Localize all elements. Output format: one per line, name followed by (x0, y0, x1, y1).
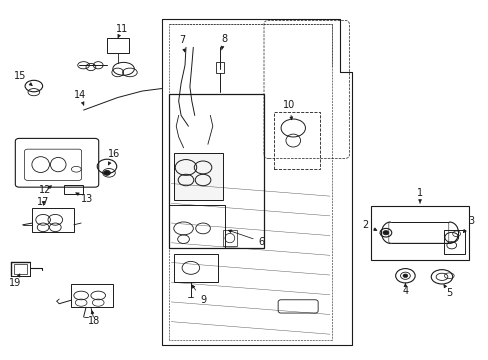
Text: 19: 19 (9, 274, 21, 288)
Bar (273, 112, 320, 169)
Text: 11: 11 (115, 24, 127, 37)
Bar (173, 253, 217, 282)
Ellipse shape (382, 230, 388, 235)
Text: 14: 14 (73, 90, 85, 105)
Text: 13: 13 (76, 193, 93, 204)
Bar (370, 206, 468, 260)
Bar (14, 264, 27, 274)
Ellipse shape (402, 274, 407, 278)
Ellipse shape (103, 170, 110, 175)
Text: 7: 7 (179, 35, 185, 52)
Text: 3: 3 (463, 216, 473, 233)
Text: 12: 12 (40, 185, 52, 195)
Bar (71, 284, 113, 307)
Bar (222, 230, 237, 246)
Text: 4: 4 (402, 283, 407, 296)
Bar (168, 94, 264, 248)
Bar (168, 205, 224, 248)
Text: 18: 18 (88, 310, 100, 325)
Text: 1: 1 (416, 188, 422, 203)
Text: 8: 8 (221, 35, 226, 50)
Text: 9: 9 (192, 285, 206, 305)
Bar (444, 230, 464, 253)
Text: 15: 15 (14, 71, 32, 86)
Text: 16: 16 (107, 149, 120, 165)
Bar (64, 185, 82, 194)
Text: 2: 2 (362, 220, 376, 230)
Text: 6: 6 (228, 230, 264, 247)
Text: 10: 10 (283, 100, 295, 120)
Bar (173, 153, 222, 200)
Bar (216, 62, 224, 73)
Text: 5: 5 (443, 285, 451, 298)
Bar (32, 208, 74, 232)
Text: 17: 17 (38, 197, 50, 207)
Bar (107, 39, 129, 53)
